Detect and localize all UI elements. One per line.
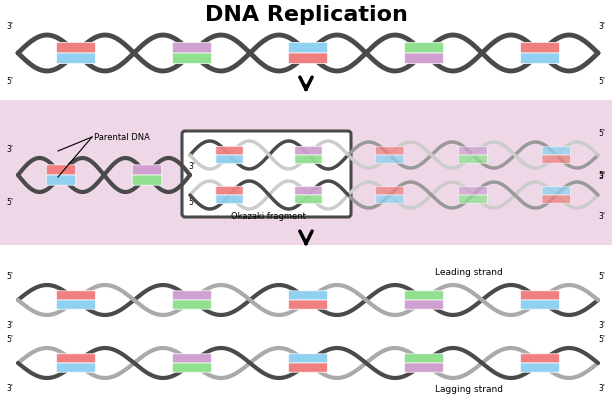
Text: 5': 5'	[188, 198, 195, 207]
FancyBboxPatch shape	[458, 195, 487, 203]
FancyBboxPatch shape	[375, 187, 404, 195]
Text: 3': 3'	[599, 384, 605, 393]
Text: 5': 5'	[599, 77, 605, 86]
FancyBboxPatch shape	[132, 165, 162, 175]
FancyBboxPatch shape	[56, 291, 95, 300]
FancyBboxPatch shape	[173, 53, 212, 64]
Text: Lagging strand: Lagging strand	[435, 385, 503, 394]
Text: Leading strand: Leading strand	[435, 268, 502, 277]
FancyBboxPatch shape	[405, 300, 444, 309]
FancyBboxPatch shape	[520, 300, 559, 309]
Text: 3': 3'	[599, 22, 605, 31]
FancyBboxPatch shape	[375, 195, 404, 203]
FancyBboxPatch shape	[458, 155, 487, 163]
FancyBboxPatch shape	[0, 245, 612, 408]
FancyBboxPatch shape	[405, 291, 444, 300]
FancyBboxPatch shape	[56, 300, 95, 309]
FancyBboxPatch shape	[288, 53, 327, 64]
FancyBboxPatch shape	[405, 363, 444, 372]
FancyBboxPatch shape	[288, 300, 327, 309]
Text: 5': 5'	[599, 171, 605, 180]
Text: 3': 3'	[7, 321, 13, 330]
FancyBboxPatch shape	[173, 300, 212, 309]
FancyBboxPatch shape	[405, 42, 444, 53]
FancyBboxPatch shape	[216, 195, 243, 204]
FancyBboxPatch shape	[520, 354, 559, 363]
Text: 3': 3'	[7, 145, 13, 154]
FancyBboxPatch shape	[405, 354, 444, 363]
FancyBboxPatch shape	[295, 186, 322, 195]
Text: 3': 3'	[599, 321, 605, 330]
FancyBboxPatch shape	[520, 363, 559, 372]
FancyBboxPatch shape	[56, 354, 95, 363]
Text: 3': 3'	[599, 172, 605, 181]
FancyBboxPatch shape	[458, 147, 487, 155]
FancyBboxPatch shape	[216, 186, 243, 195]
FancyBboxPatch shape	[520, 53, 559, 64]
FancyBboxPatch shape	[520, 42, 559, 53]
Text: 3': 3'	[7, 384, 13, 393]
FancyBboxPatch shape	[295, 146, 322, 155]
FancyBboxPatch shape	[542, 147, 570, 155]
FancyBboxPatch shape	[216, 146, 243, 155]
FancyBboxPatch shape	[173, 291, 212, 300]
FancyBboxPatch shape	[520, 291, 559, 300]
Text: Okazaki fragment: Okazaki fragment	[231, 212, 305, 221]
Text: 5': 5'	[7, 77, 13, 86]
FancyBboxPatch shape	[56, 363, 95, 372]
FancyBboxPatch shape	[542, 195, 570, 203]
FancyBboxPatch shape	[295, 195, 322, 204]
Text: 5': 5'	[599, 129, 605, 138]
FancyBboxPatch shape	[56, 42, 95, 53]
Text: Parental DNA: Parental DNA	[94, 133, 150, 142]
Text: 5': 5'	[7, 272, 13, 281]
FancyBboxPatch shape	[173, 42, 212, 53]
FancyBboxPatch shape	[182, 131, 351, 217]
FancyBboxPatch shape	[542, 187, 570, 195]
FancyBboxPatch shape	[173, 354, 212, 363]
FancyBboxPatch shape	[542, 155, 570, 163]
FancyBboxPatch shape	[47, 175, 76, 185]
FancyBboxPatch shape	[47, 165, 76, 175]
Text: 5': 5'	[7, 335, 13, 344]
Text: 5': 5'	[7, 198, 13, 207]
FancyBboxPatch shape	[288, 354, 327, 363]
FancyBboxPatch shape	[405, 53, 444, 64]
Text: 5': 5'	[599, 335, 605, 344]
FancyBboxPatch shape	[458, 187, 487, 195]
FancyBboxPatch shape	[288, 291, 327, 300]
FancyBboxPatch shape	[216, 155, 243, 164]
FancyBboxPatch shape	[56, 53, 95, 64]
Text: 5': 5'	[599, 272, 605, 281]
FancyBboxPatch shape	[375, 147, 404, 155]
FancyBboxPatch shape	[375, 155, 404, 163]
FancyBboxPatch shape	[0, 0, 612, 100]
FancyBboxPatch shape	[288, 363, 327, 372]
Text: 3': 3'	[188, 162, 195, 171]
Text: 3': 3'	[599, 212, 605, 221]
FancyBboxPatch shape	[132, 175, 162, 185]
FancyBboxPatch shape	[173, 363, 212, 372]
FancyBboxPatch shape	[0, 100, 612, 245]
FancyBboxPatch shape	[295, 155, 322, 164]
Text: DNA Replication: DNA Replication	[204, 5, 408, 25]
FancyBboxPatch shape	[288, 42, 327, 53]
Text: 3': 3'	[7, 22, 13, 31]
